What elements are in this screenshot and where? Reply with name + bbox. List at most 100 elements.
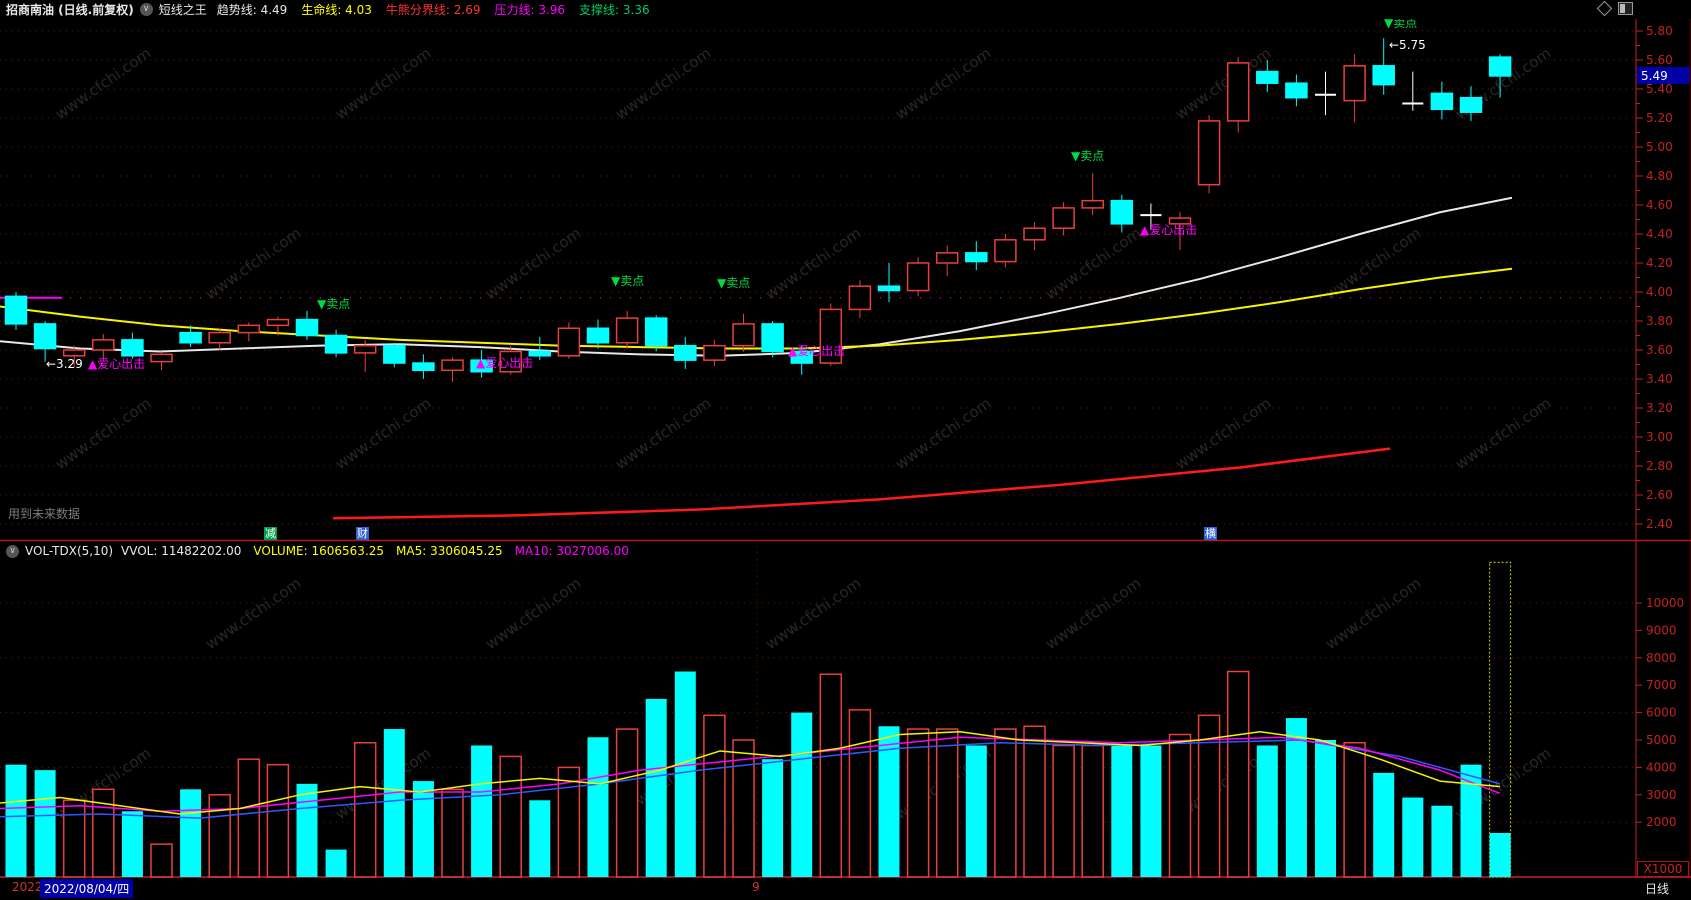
price-axis-label: 3.80 [1646,314,1673,328]
volume-bar [762,759,784,877]
candle-down [1430,92,1454,111]
candle-up [1197,120,1221,186]
candle-down [1256,70,1279,84]
volume-bar [266,763,290,878]
window-controls [1596,0,1633,17]
volume-bar [674,671,696,877]
volume-bar [1315,740,1336,877]
volume-bar [1460,764,1482,877]
watermark-text: www.cfchi.com [332,44,434,123]
candle-up [557,327,581,357]
volume-bar [180,789,202,877]
candle-up [266,318,290,327]
volume-axis-label: 4000 [1646,760,1677,774]
chevron-down-icon[interactable]: ∨ [6,544,19,558]
volume-indicator-name: VOL-TDX(5,10) [25,544,114,558]
price-axis-label: 2.40 [1646,517,1673,531]
candle-down [33,323,57,350]
candle-up [906,262,930,292]
future-data-note: 用到未来数据 [8,507,81,521]
time-axis-bar: 2022 2022/08/04/四 9 日线 [0,878,1691,900]
candle-down [121,339,144,357]
candle-up [935,252,959,264]
volume-bar [383,729,405,877]
buy-signal-label: ▲爱心出击 [476,356,533,370]
period-label[interactable]: 日线 [1645,882,1670,896]
indicator-title: 短线之王 [158,3,207,17]
watermark-text: www.cfchi.com [1172,394,1274,473]
buy-signal-label: ▲爱心出击 [1140,223,1197,237]
price-axis-label: 2.80 [1646,459,1673,473]
volume-bar [471,745,493,877]
candle-down [1285,82,1308,99]
volume-bar [353,741,377,878]
candle-down [179,331,202,344]
sell-point-label: ▼卖点 [611,274,644,288]
watermark-text: www.cfchi.com [332,394,434,473]
life-line-readout: 生命线: 4.03 [301,3,372,17]
split-window-icon[interactable] [1618,2,1633,15]
price-axis-label: 5.80 [1646,24,1673,38]
watermark-text: www.cfchi.com [1042,224,1144,303]
price-axis-label: 4.60 [1646,198,1673,212]
diamond-icon[interactable] [1596,0,1613,17]
volume-bar [791,712,813,877]
volume-bars-layer [5,561,1512,878]
volume-axis-label: 10000 [1646,596,1684,610]
candle-down [965,252,988,263]
event-marker: 减 [264,527,277,540]
volume-bar [1140,745,1162,877]
volume-bar [906,728,930,878]
price-label-low: ←3.29 [46,357,83,371]
ma10-readout: MA10: 3027006.00 [514,544,629,558]
watermark-text: www.cfchi.com [482,224,584,303]
candle-up [499,350,522,373]
volume-bar [62,799,86,878]
candle-down [644,317,668,347]
volume-axis-label: 7000 [1646,678,1677,692]
candle-down [877,285,901,292]
volume-axis-label: 5000 [1646,733,1677,747]
volume-unit-badge: X1000 [1637,861,1689,877]
price-axis-label: 4.80 [1646,169,1673,183]
volume-bar [587,737,609,877]
volume-bar [208,794,231,878]
candle-down [528,350,552,357]
ma5-readout: MA5: 3306045.25 [396,544,503,558]
volume-aux-line [0,739,1501,819]
volume-bar [1489,832,1511,877]
watermark-text: www.cfchi.com [892,394,994,473]
title-bar: 招商南油 (日线.前复权) ∨ 短线之王 趋势线: 4.49 生命线: 4.03 牛… [0,0,1691,19]
volume-bar [325,849,347,877]
volume-bar [1343,741,1366,878]
candle-up [92,339,115,351]
candle-up [703,344,726,361]
price-axis-label: 3.20 [1646,401,1673,415]
price-axis-label: 3.40 [1646,372,1673,386]
selected-date-badge: 2022/08/04/四 [40,879,134,898]
watermark-text: www.cfchi.com [1322,574,1424,653]
candle-down [412,362,435,372]
volume-bar-projected [1489,561,1512,878]
event-marker: 财 [356,527,369,540]
volume-axis-label: 8000 [1646,651,1677,665]
candle-down [1110,199,1134,225]
candle-up [237,324,261,334]
candle-down [324,334,348,354]
price-axis-label: 5.00 [1646,140,1673,154]
trend-line-readout: 趋势线: 4.49 [216,3,288,17]
candle-down [1488,56,1512,77]
volume-values: VVOL: 11482202.00 VOLUME: 1606563.25 MA5: … [121,544,641,558]
candle-up [848,285,872,311]
volume-bar [529,800,551,877]
chevron-down-icon[interactable]: ∨ [139,3,153,16]
price-axis-label: 2.60 [1646,488,1673,502]
volume-bar [92,788,115,878]
volume-bar [1285,718,1307,877]
volume-bar [645,698,667,877]
candle-down [761,323,784,353]
volume-bar [121,811,143,877]
watermark-text: www.cfchi.com [202,224,304,303]
support-line-readout: 支撑线: 3.36 [579,3,650,17]
